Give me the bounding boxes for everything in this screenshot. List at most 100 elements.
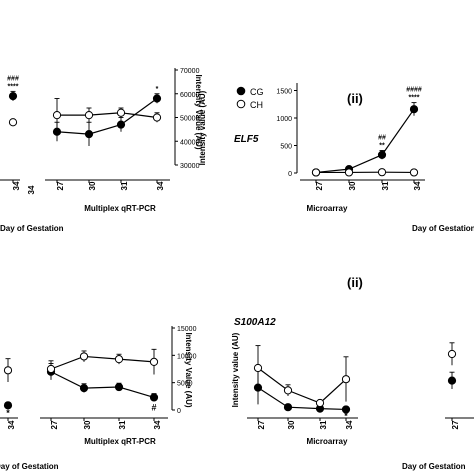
x-tick-label-34: 34 (156, 181, 165, 190)
x-tick-label-edge-34: 34 (27, 185, 36, 194)
y-tick-label-5000: 5000 (177, 381, 193, 388)
y-tick-label-0: 0 (177, 408, 181, 415)
x-tick-label-30: 30 (287, 420, 296, 429)
annotation-34: # (151, 402, 156, 412)
x-tick-label-31: 31 (381, 181, 390, 190)
x-tick-label-30: 30 (348, 181, 357, 190)
y-tick-label-50000: 50000 (180, 116, 200, 123)
series-line-CH (50, 355, 155, 370)
data-point-CH-34 (149, 357, 159, 366)
data-point-CH-31 (114, 355, 124, 364)
ylabel-top-microarray: Intensity value (AU) (198, 90, 207, 165)
data-point-CH-27 (52, 111, 62, 120)
annotation-34-1: ### (7, 75, 19, 82)
y-tick-label-10000: 10000 (177, 353, 197, 360)
x-tick-label-31: 31 (319, 420, 328, 429)
xlabel-day-bottom-left: Day of Gestation (0, 462, 59, 471)
data-point-CG-31 (116, 120, 126, 129)
data-point-CH-31 (116, 108, 126, 117)
chart-top-left-partial: 34 ****### (0, 75, 21, 190)
annotation-34-0: **** (8, 83, 19, 90)
chart-top-qpcr: 27 30 31 34 30000 40000 50000 60000 70000 * (45, 68, 200, 190)
data-point-CH-31 (315, 398, 325, 408)
y-tick-label-1500: 1500 (276, 89, 292, 96)
series-line-CH (257, 367, 347, 404)
data-point-CG-34 (149, 393, 159, 402)
ylabel-top-qpcr: Intensity Value (AU) (194, 74, 203, 149)
x-tick-label-31: 31 (118, 420, 127, 429)
data-point-CG-30 (84, 130, 94, 139)
series-line-CG (56, 98, 158, 135)
annotation-31-1: ## (378, 134, 386, 141)
x-tick-label-34: 34 (7, 420, 16, 429)
y-tick-label-60000: 60000 (180, 92, 200, 99)
data-point-CG-31 (377, 150, 387, 159)
gene-title-s100a12: S100A12 (234, 317, 276, 328)
panel-label-bottom: (ii) (347, 275, 363, 290)
x-tick-label-34: 34 (153, 420, 162, 429)
legend-marker-cg (236, 86, 246, 96)
annotation-34-0: * (156, 86, 159, 93)
chart-bottom-right-partial: 27 (445, 342, 474, 429)
gene-title-elf5: ELF5 (234, 134, 259, 145)
xlabel-day-top-right: Day of Gestation (412, 224, 474, 233)
data-point-CH-30 (344, 168, 354, 177)
data-point-CG-30 (283, 403, 293, 412)
data-point-CH-34 (3, 366, 13, 375)
y-tick-label-500: 500 (280, 144, 292, 151)
legend-label-cg: CG (250, 87, 264, 97)
data-point-CH-30 (79, 352, 89, 361)
x-tick-label-30: 30 (83, 420, 92, 429)
ylabel-bottom-qpcr: Intensity Value (AU) (184, 332, 193, 407)
x-tick-label-30: 30 (88, 181, 97, 190)
annotation-34: * (6, 408, 10, 418)
chart-bottom-qpcr: 27 30 31 34 0 5000 10000 15000 # (40, 326, 197, 429)
xlabel-day-top-left: Day of Gestation (0, 224, 64, 233)
chart-top-microarray-elf5: 27 30 31 34 0 500 1000 1500 **## ****#### (276, 83, 425, 190)
chart-bottom-microarray-s100a12: 27 30 31 34* (247, 345, 358, 429)
data-point-CH-30 (84, 111, 94, 120)
legend-label-ch: CH (250, 100, 263, 110)
x-tick-label-27: 27 (451, 420, 460, 429)
panel-label-top: (ii) (347, 91, 363, 106)
x-tick-label-27: 27 (56, 181, 65, 190)
series-line-CG (50, 371, 155, 399)
method-label-top-microarray: Microarray (307, 204, 348, 213)
data-point-CH-27 (46, 364, 56, 374)
series-line-CH (57, 112, 158, 119)
data-point-CG-34 (152, 94, 162, 103)
data-point-CG-34 (409, 105, 419, 114)
data-point-CH-30 (283, 386, 293, 395)
y-tick-label-40000: 40000 (180, 139, 200, 146)
xlabel-day-bottom-right: Day of Gestation (402, 462, 466, 471)
series-line-CG (257, 387, 347, 411)
ylabel-bottom-microarray: Intensity value (AU) (231, 332, 240, 407)
annotation-34: * (344, 411, 348, 421)
data-point-CG-34 (341, 405, 351, 414)
x-tick-label-27: 27 (50, 420, 59, 429)
chart-bottom-left-partial: 34 * (0, 358, 18, 429)
data-point-CH-34 (341, 375, 351, 384)
data-point-CH-34 (409, 168, 419, 177)
series-line-CG (315, 108, 415, 174)
y-tick-label-1000: 1000 (276, 116, 292, 123)
x-tick-label-27: 27 (257, 420, 266, 429)
x-tick-label-27: 27 (315, 181, 324, 190)
data-point-CH-34 (8, 118, 18, 127)
y-tick-label-0: 0 (288, 171, 292, 178)
annotation-34-0: **** (409, 95, 420, 102)
x-tick-label-34: 34 (413, 181, 422, 190)
data-point-CH-27 (253, 363, 263, 373)
data-point-CH-27 (447, 349, 457, 359)
x-tick-label-34: 34 (12, 181, 21, 190)
x-tick-label-34: 34 (345, 420, 354, 429)
data-point-CG-34 (8, 92, 18, 101)
x-tick-label-31: 31 (120, 181, 129, 190)
data-point-CH-27 (311, 168, 321, 177)
legend-marker-ch (236, 99, 246, 109)
method-label-top-qpcr: Multiplex qRT-PCR (84, 204, 156, 213)
y-tick-label-15000: 15000 (177, 326, 197, 333)
y-tick-label-30000: 30000 (180, 163, 200, 170)
data-point-CG-31 (114, 382, 124, 392)
